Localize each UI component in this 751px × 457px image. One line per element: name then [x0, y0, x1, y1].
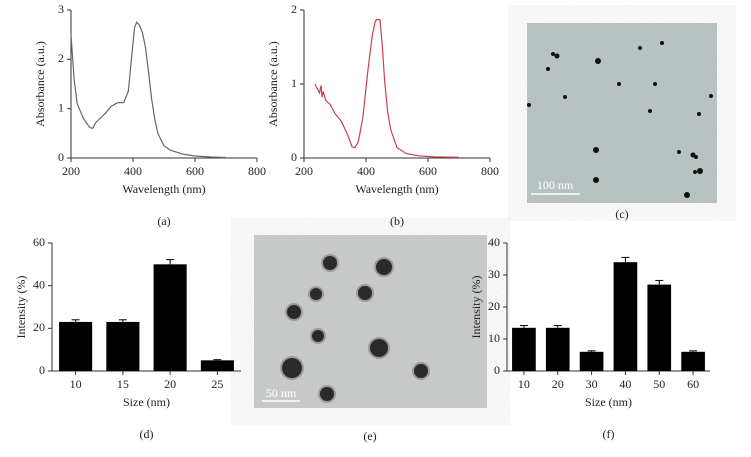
x-tick-label: 600	[186, 164, 204, 178]
x-tick-label: 400	[124, 164, 142, 178]
bar	[59, 321, 93, 371]
particle	[638, 46, 642, 50]
bar	[647, 284, 672, 371]
bar	[681, 351, 705, 371]
x-axis-label: Wavelength (nm)	[355, 182, 438, 196]
micrograph-texture	[527, 23, 717, 203]
y-axis-label: Absorbance (a.u.)	[266, 41, 280, 127]
x-tick-label: 600	[419, 164, 437, 178]
y-tick-label: 30	[488, 267, 500, 281]
x-tick-label: 800	[481, 164, 499, 178]
panel-label: (a)	[157, 214, 170, 228]
x-tick-label: 10	[518, 377, 530, 391]
y-tick-label: 3	[58, 2, 64, 16]
x-tick-label: 40	[619, 377, 631, 391]
y-tick-label: 2	[291, 2, 297, 16]
x-tick-label: 10	[70, 377, 82, 391]
particle	[709, 94, 713, 98]
particle	[546, 67, 550, 71]
bar	[579, 351, 604, 371]
x-tick-label: 800	[248, 164, 266, 178]
x-tick-label: 30	[586, 377, 598, 391]
x-tick-label: 25	[211, 377, 223, 391]
particle	[595, 58, 601, 64]
bar	[106, 321, 140, 371]
bar	[200, 360, 234, 371]
x-tick-label: 20	[552, 377, 564, 391]
y-tick-label: 40	[33, 277, 45, 291]
particle	[551, 52, 555, 56]
y-tick-label: 1	[291, 76, 297, 90]
x-tick-label: 400	[357, 164, 375, 178]
particle	[282, 358, 302, 378]
spectrum-line	[314, 19, 460, 158]
tem-image-e: 50 nm	[254, 235, 487, 408]
x-tick-label: 50	[653, 377, 665, 391]
particle	[677, 150, 681, 154]
particle	[617, 82, 621, 86]
y-tick-label: 40	[488, 235, 500, 249]
bar	[545, 327, 570, 371]
y-tick-label: 2	[58, 51, 64, 65]
panel-label: (d)	[140, 427, 154, 441]
particle	[694, 155, 698, 159]
x-tick-label: 200	[295, 164, 313, 178]
micrograph-texture	[254, 235, 487, 408]
particle	[527, 103, 531, 107]
particle	[358, 286, 372, 300]
particle	[312, 330, 324, 342]
scale-bar-label: 50 nm	[266, 386, 297, 400]
y-tick-label: 1	[58, 100, 64, 114]
particle	[287, 305, 301, 319]
particle	[693, 170, 697, 174]
panel-label: (f)	[603, 427, 615, 441]
x-axis-label: Wavelength (nm)	[122, 182, 205, 196]
y-tick-label: 10	[488, 331, 500, 345]
y-axis-label: Intensity (%)	[14, 276, 28, 339]
y-tick-label: 0	[39, 363, 45, 377]
particle	[697, 168, 703, 174]
particle	[323, 256, 337, 270]
particle	[310, 288, 322, 300]
y-axis-label: Intensity (%)	[469, 276, 483, 339]
y-tick-label: 0	[494, 363, 500, 377]
bar	[512, 327, 536, 371]
x-tick-label: 200	[62, 164, 80, 178]
panel-label: (e)	[363, 429, 376, 443]
y-tick-label: 0	[291, 150, 297, 164]
x-tick-label: 20	[164, 377, 176, 391]
panel-label: (b)	[390, 214, 404, 228]
particle	[648, 109, 652, 113]
particle	[660, 41, 664, 45]
y-tick-label: 20	[488, 299, 500, 313]
particle	[376, 259, 392, 275]
particle	[370, 339, 388, 357]
particle	[554, 53, 560, 59]
spectrum-line	[70, 21, 227, 159]
particle	[653, 82, 657, 86]
x-axis-label: Size (nm)	[585, 395, 632, 409]
x-tick-label: 15	[117, 377, 129, 391]
y-tick-label: 20	[33, 320, 45, 334]
particle	[563, 95, 567, 99]
y-tick-label: 0	[58, 150, 64, 164]
particle	[684, 192, 690, 198]
tem-image-c: 100 nm	[527, 23, 717, 203]
y-tick-label: 60	[33, 235, 45, 249]
scale-bar-label: 100 nm	[537, 178, 574, 192]
particle	[593, 177, 599, 183]
particle	[414, 364, 428, 378]
particle	[320, 387, 334, 401]
particle	[593, 147, 599, 153]
x-axis-label: Size (nm)	[123, 395, 170, 409]
bar	[613, 262, 638, 371]
x-tick-label: 60	[687, 377, 699, 391]
particle	[697, 112, 701, 116]
bar	[153, 264, 187, 371]
panel-label: (c)	[615, 207, 628, 221]
y-axis-label: Absorbance (a.u.)	[33, 41, 47, 127]
